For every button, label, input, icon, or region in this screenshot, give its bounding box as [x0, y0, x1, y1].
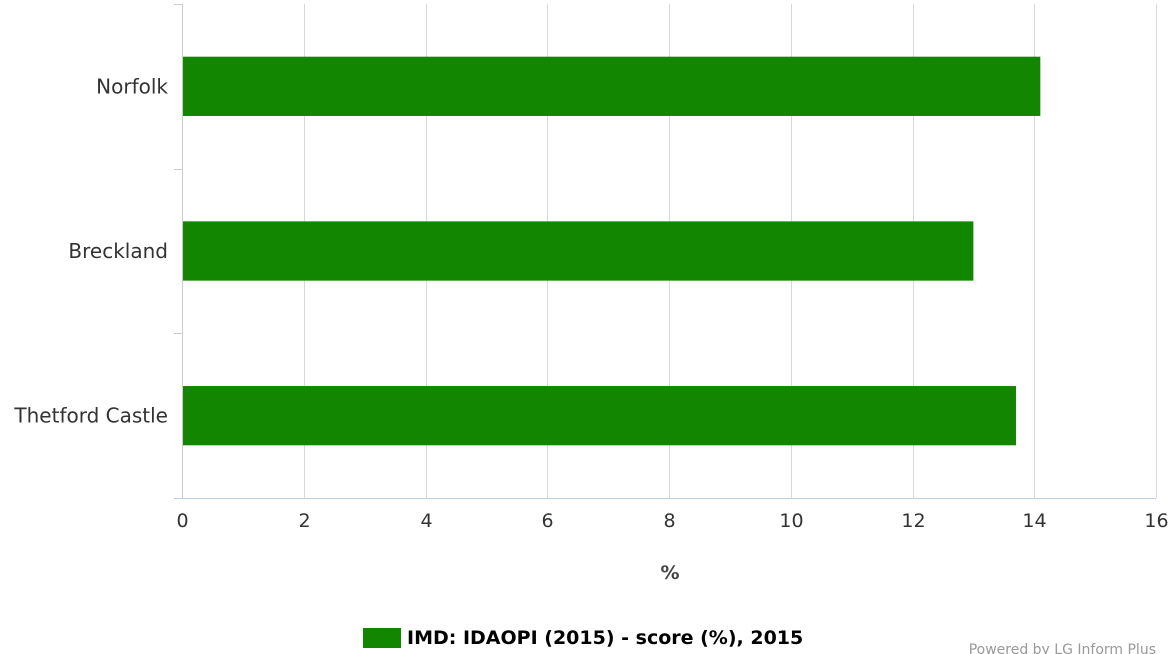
- bars: [183, 56, 1041, 446]
- x-tick-label-12: 12: [901, 510, 925, 532]
- x-axis-title: %: [660, 562, 679, 584]
- credits-text[interactable]: Powered by LG Inform Plus: [969, 642, 1156, 654]
- x-tick-label-10: 10: [779, 510, 803, 532]
- x-tick-label-2: 2: [298, 510, 310, 532]
- x-tick-label-6: 6: [541, 510, 553, 532]
- bar-thetford-castle[interactable]: [183, 386, 1016, 446]
- bar-norfolk[interactable]: [183, 56, 1041, 116]
- legend[interactable]: IMD: IDAOPI (2015) - score (%), 2015: [363, 627, 803, 649]
- x-tick-label-4: 4: [420, 510, 432, 532]
- category-labels: Norfolk Breckland Thetford Castle: [13, 74, 168, 427]
- category-label-norfolk: Norfolk: [96, 74, 168, 98]
- legend-swatch: [363, 628, 401, 648]
- category-label-thetford-castle: Thetford Castle: [13, 404, 168, 428]
- x-tick-label-8: 8: [663, 510, 675, 532]
- axes: [174, 4, 1156, 499]
- x-tick-label-16: 16: [1144, 510, 1168, 532]
- category-label-breckland: Breckland: [68, 239, 168, 263]
- legend-label: IMD: IDAOPI (2015) - score (%), 2015: [407, 627, 803, 649]
- x-tick-labels: 0 2 4 6 8 10 12 14 16: [176, 510, 1168, 532]
- x-tick-label-0: 0: [176, 510, 188, 532]
- x-tick-label-14: 14: [1022, 510, 1046, 532]
- bar-breckland[interactable]: [183, 221, 974, 281]
